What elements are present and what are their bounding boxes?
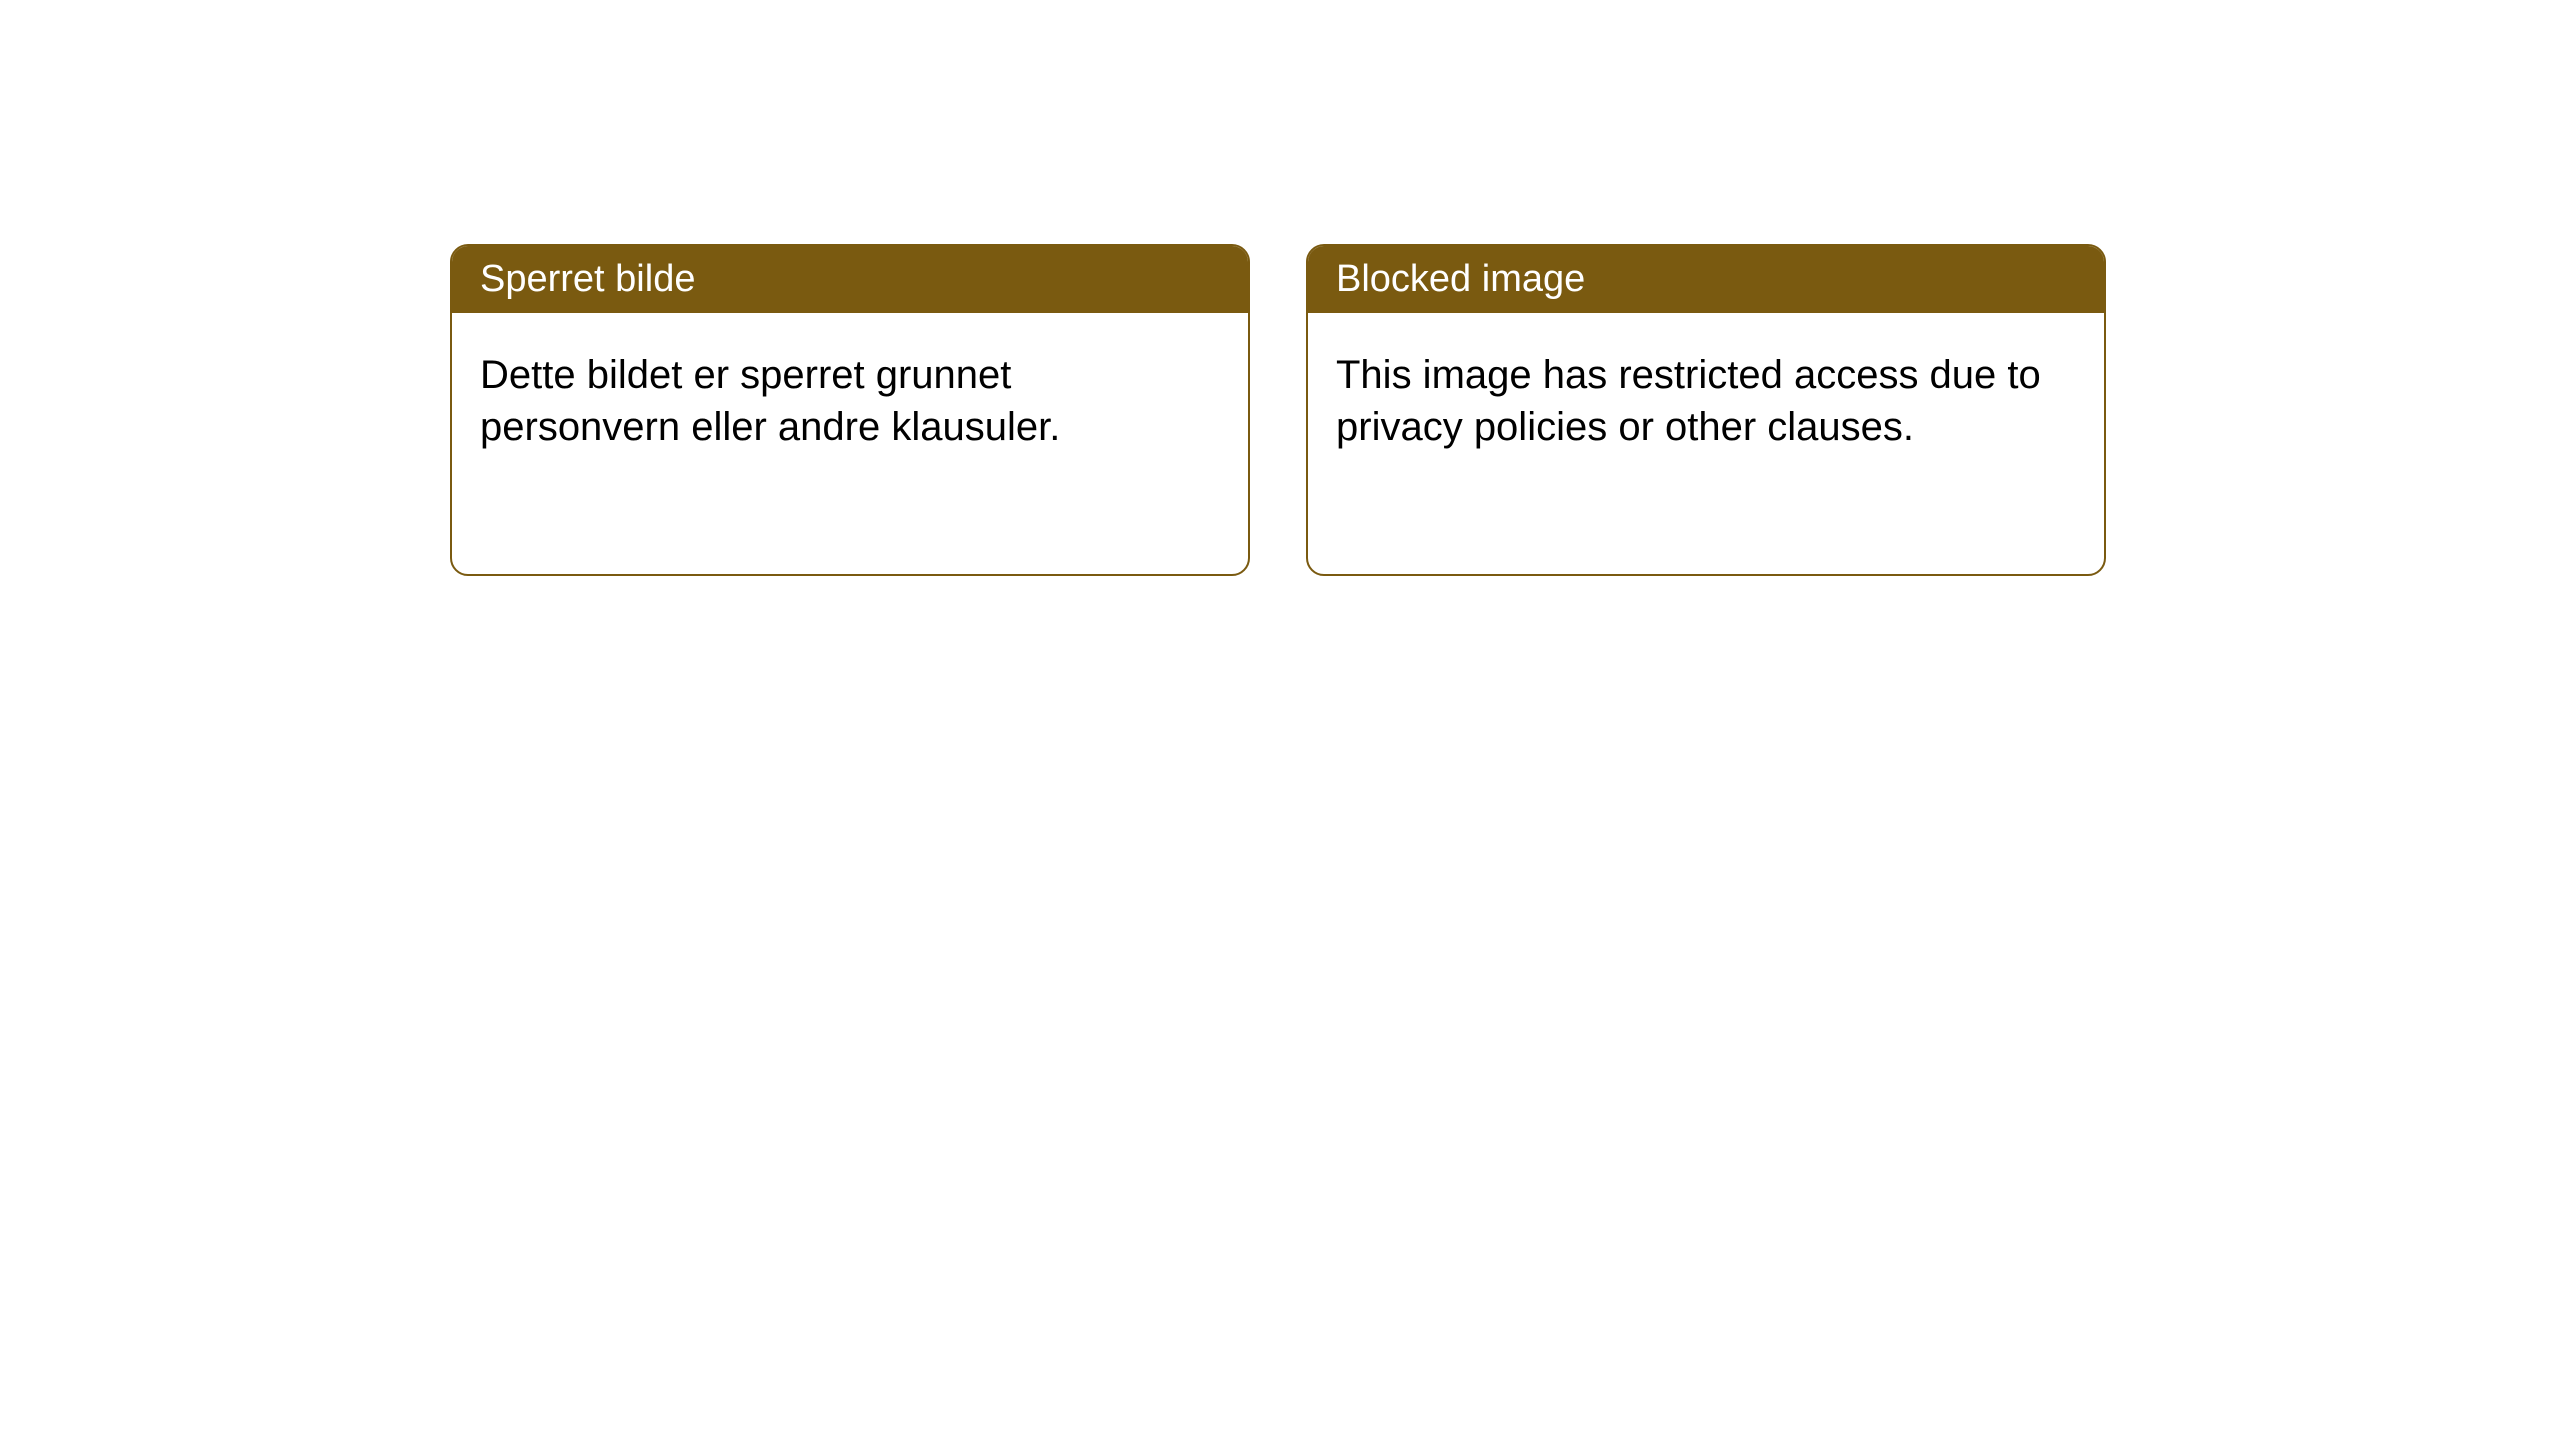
notice-cards-container: Sperret bilde Dette bildet er sperret gr… xyxy=(450,244,2106,576)
card-body-text: Dette bildet er sperret grunnet personve… xyxy=(480,353,1060,449)
notice-card-english: Blocked image This image has restricted … xyxy=(1306,244,2106,576)
card-title: Blocked image xyxy=(1336,258,1585,300)
card-title: Sperret bilde xyxy=(480,258,695,300)
notice-card-norwegian: Sperret bilde Dette bildet er sperret gr… xyxy=(450,244,1250,576)
card-header-norwegian: Sperret bilde xyxy=(452,246,1248,313)
card-body-text: This image has restricted access due to … xyxy=(1336,353,2041,449)
card-header-english: Blocked image xyxy=(1308,246,2104,313)
card-body-english: This image has restricted access due to … xyxy=(1308,313,2104,489)
card-body-norwegian: Dette bildet er sperret grunnet personve… xyxy=(452,313,1248,489)
